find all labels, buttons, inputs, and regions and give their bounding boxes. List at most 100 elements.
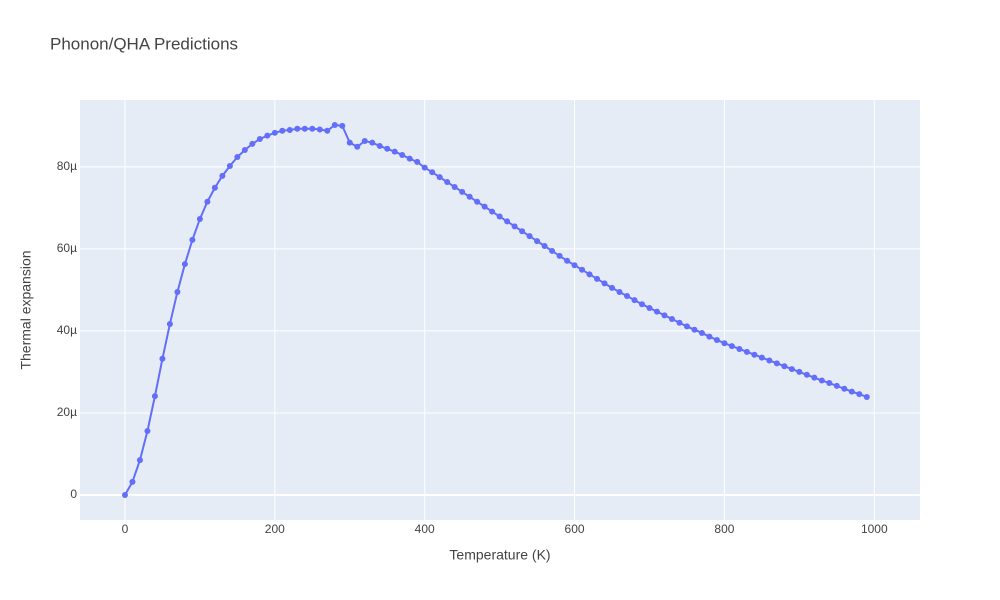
plot-area <box>80 100 920 520</box>
y-tick-label: 80µ <box>57 159 77 173</box>
data-point <box>151 393 158 400</box>
data-point <box>661 312 668 319</box>
data-point <box>541 243 548 250</box>
data-point <box>376 142 383 149</box>
x-tick-label: 600 <box>565 522 585 536</box>
data-point <box>683 323 690 330</box>
data-point <box>519 228 526 235</box>
data-point <box>818 377 825 384</box>
data-point <box>631 297 638 304</box>
data-point <box>758 354 765 361</box>
data-point <box>324 127 331 134</box>
data-point <box>549 247 556 254</box>
data-point <box>848 388 855 395</box>
data-point <box>391 148 398 155</box>
data-point <box>796 368 803 375</box>
data-point <box>219 172 226 179</box>
data-point <box>496 213 503 220</box>
data-point <box>766 357 773 364</box>
data-point <box>354 143 361 150</box>
data-point <box>459 188 466 195</box>
data-point <box>481 203 488 210</box>
data-point <box>249 140 256 147</box>
data-point <box>781 363 788 370</box>
data-point <box>713 336 720 343</box>
data-point <box>474 198 481 205</box>
data-point <box>159 355 166 362</box>
data-point <box>301 125 308 132</box>
data-point <box>331 122 338 129</box>
y-tick-label: 20µ <box>57 405 77 419</box>
data-point <box>279 127 286 134</box>
y-tick-label: 0 <box>70 487 77 501</box>
data-point <box>751 351 758 358</box>
data-point <box>504 218 511 225</box>
data-point <box>211 184 218 191</box>
data-point <box>856 391 863 398</box>
data-point <box>586 271 593 278</box>
y-axis-title: Thermal expansion <box>18 250 34 369</box>
data-point <box>451 183 458 190</box>
data-point <box>743 348 750 355</box>
data-point <box>526 233 533 240</box>
data-point <box>624 293 631 300</box>
data-point <box>811 374 818 381</box>
data-point <box>511 223 518 230</box>
data-point <box>144 427 151 434</box>
data-point <box>196 215 203 222</box>
data-point <box>429 169 436 176</box>
data-point <box>616 288 623 295</box>
x-tick-label: 400 <box>415 522 435 536</box>
data-point <box>234 154 241 161</box>
data-point <box>691 326 698 333</box>
data-point <box>129 478 136 485</box>
data-point <box>294 125 301 132</box>
data-point <box>609 284 616 291</box>
data-point <box>264 132 271 139</box>
x-tick-label: 200 <box>265 522 285 536</box>
data-point <box>638 301 645 308</box>
data-point <box>444 179 451 186</box>
x-tick-label: 0 <box>122 522 129 536</box>
data-point <box>406 155 413 162</box>
data-point <box>721 340 728 347</box>
data-point <box>571 262 578 269</box>
data-point <box>339 122 346 129</box>
data-point <box>271 129 278 136</box>
data-point <box>226 163 233 170</box>
data-point <box>841 385 848 392</box>
data-point <box>346 139 353 146</box>
data-point <box>181 261 188 268</box>
data-point <box>698 329 705 336</box>
y-tick-label: 40µ <box>57 323 77 337</box>
data-point <box>136 457 143 464</box>
data-point <box>833 382 840 389</box>
data-point <box>594 275 601 282</box>
data-point <box>436 174 443 181</box>
data-point <box>788 366 795 373</box>
data-point <box>166 320 173 327</box>
data-point <box>361 138 368 145</box>
data-point <box>556 252 563 259</box>
data-point <box>309 125 316 132</box>
chart-title: Phonon/QHA Predictions <box>50 34 238 53</box>
data-point <box>204 198 211 205</box>
data-point <box>728 343 735 350</box>
data-point <box>466 193 473 200</box>
data-point <box>421 164 428 171</box>
data-point <box>286 126 293 133</box>
x-axis-title: Temperature (K) <box>449 547 550 563</box>
data-point <box>316 126 323 133</box>
data-point <box>489 208 496 215</box>
data-line <box>124 123 868 496</box>
data-point <box>399 151 406 158</box>
data-point <box>564 257 571 264</box>
data-point <box>826 380 833 387</box>
data-point <box>534 238 541 245</box>
data-point <box>676 319 683 326</box>
data-point <box>706 333 713 340</box>
data-point <box>414 158 421 165</box>
data-point <box>601 280 608 287</box>
data-point <box>174 288 181 295</box>
